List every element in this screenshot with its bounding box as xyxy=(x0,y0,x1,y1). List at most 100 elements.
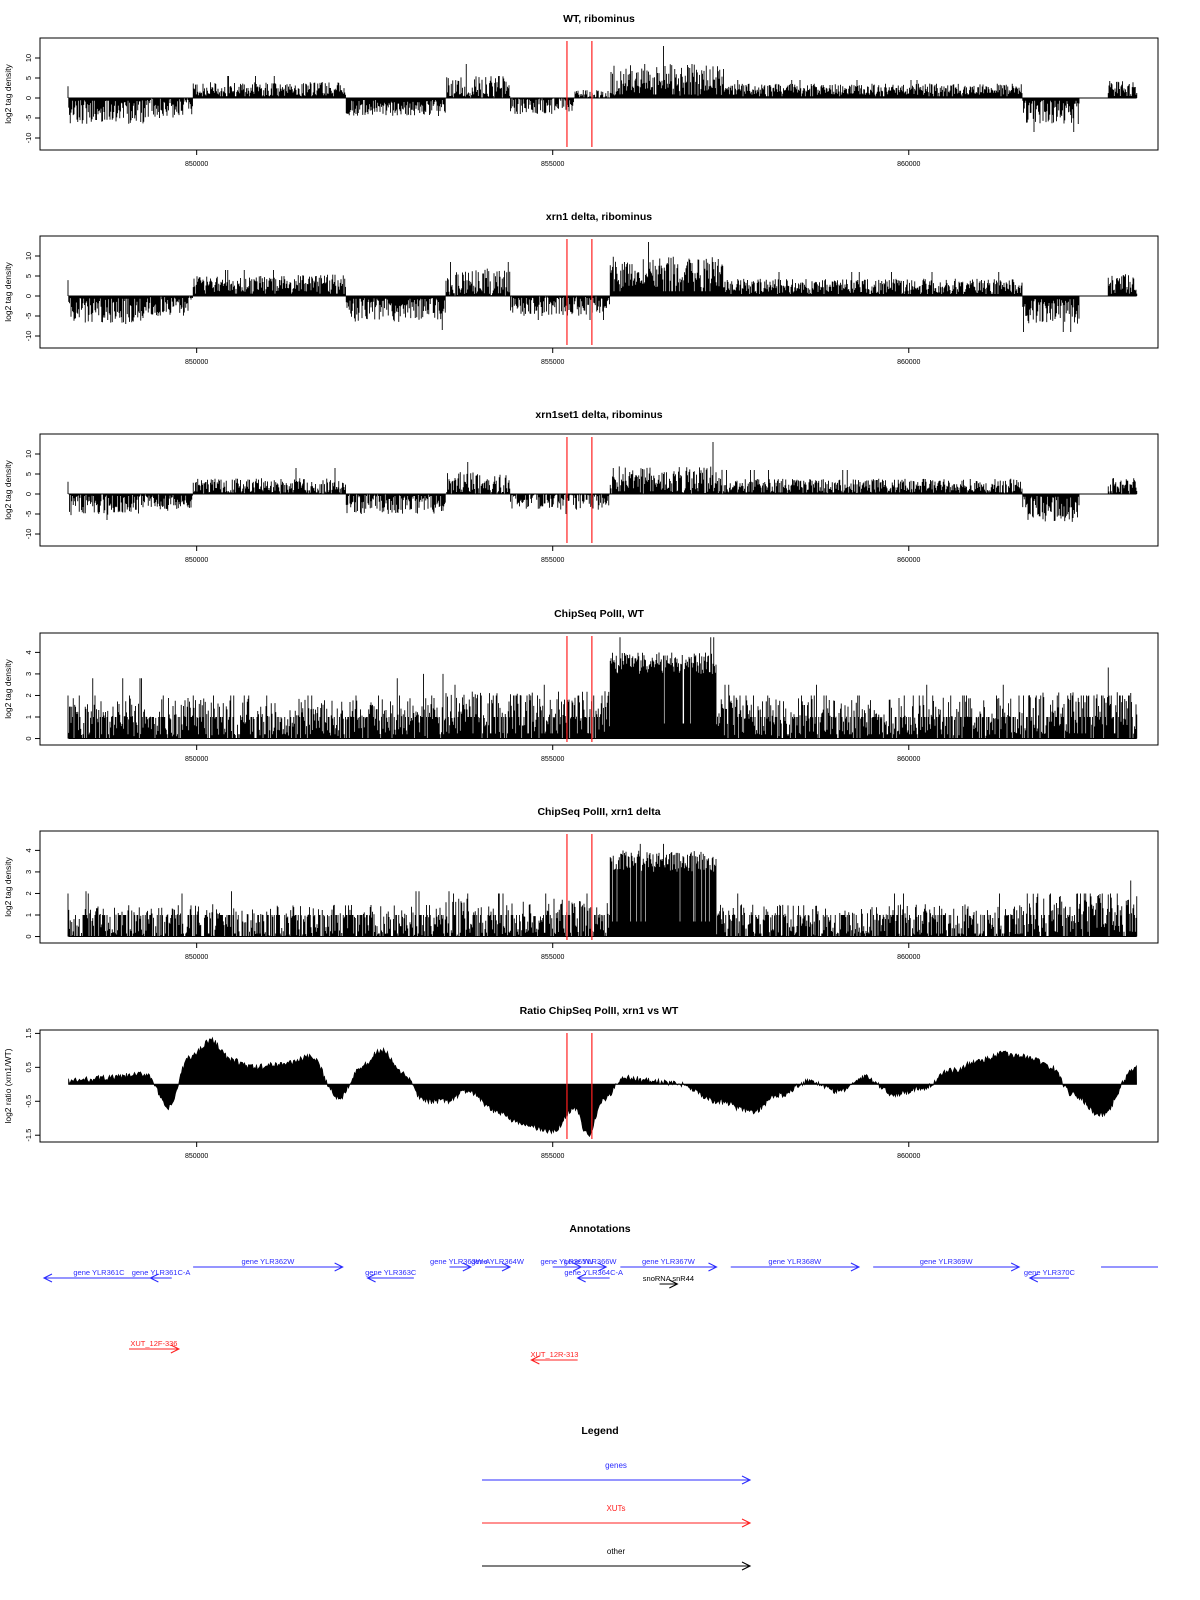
other-feature: snoRNA snR44 xyxy=(643,1274,694,1289)
y-tick-label: 0 xyxy=(24,492,33,496)
data-series xyxy=(67,637,1138,740)
y-tick-label: 4 xyxy=(24,650,33,654)
arrowhead-icon xyxy=(149,1273,159,1283)
arrowhead-icon xyxy=(366,1273,376,1283)
data-series xyxy=(67,242,1138,332)
feature-label: gene YLR362W xyxy=(241,1257,295,1266)
y-tick-label: -5 xyxy=(24,313,33,320)
gene-feature: gene YLR361C-A xyxy=(132,1268,191,1283)
y-tick-label: -5 xyxy=(24,511,33,518)
chart-title: WT, ribominus xyxy=(563,13,635,25)
gene-feature: gene YLR364C-A xyxy=(564,1268,623,1283)
data-series xyxy=(67,843,1138,938)
arrowhead-icon xyxy=(669,1279,679,1289)
y-tick-label: 3 xyxy=(24,870,33,874)
x-tick-label: 850000 xyxy=(185,557,208,564)
chart-title: ChipSeq PolII, WT xyxy=(554,608,644,620)
y-tick-label: 5 xyxy=(24,274,33,278)
y-axis-label: log2 tag density xyxy=(3,856,13,916)
legend: Legend genes XUTs other xyxy=(482,1425,752,1571)
feature-label: XUT_12F-336 xyxy=(130,1339,177,1348)
y-tick-label: 0 xyxy=(24,934,33,938)
data-series xyxy=(67,442,1138,522)
y-tick-label: 3 xyxy=(24,672,33,676)
arrowhead-icon xyxy=(597,1262,608,1272)
y-tick-label: 5 xyxy=(24,472,33,476)
feature-label: gene YLR369W xyxy=(920,1257,974,1266)
gene-feature: gene YLR362W xyxy=(193,1257,344,1272)
x-tick-label: 855000 xyxy=(541,557,564,564)
arrowhead-icon xyxy=(741,1561,752,1571)
gene-feature: gene YLR363C xyxy=(365,1268,417,1283)
feature-label: gene YLR364C-A xyxy=(564,1268,623,1277)
x-tick-label: 855000 xyxy=(541,954,564,961)
y-tick-label: -10 xyxy=(24,331,33,342)
arrowhead-icon xyxy=(741,1518,752,1528)
arrowhead-icon xyxy=(708,1262,718,1272)
y-tick-label: 0 xyxy=(24,96,33,100)
x-tick-label: 850000 xyxy=(185,954,208,961)
legend-label: genes xyxy=(605,1461,627,1470)
plot-frame xyxy=(39,632,1159,746)
feature-label: gene YLR370C xyxy=(1024,1268,1076,1277)
x-tick-label: 855000 xyxy=(541,756,564,763)
legend-label: XUTs xyxy=(606,1504,625,1513)
y-tick-label: 10 xyxy=(24,252,33,260)
annotations-title: Annotations xyxy=(569,1223,630,1235)
x-tick-label: 850000 xyxy=(185,161,208,168)
data-series xyxy=(68,1036,1137,1138)
x-tick-label: 860000 xyxy=(897,359,920,366)
feature-label: gene YLR366W xyxy=(564,1257,618,1266)
y-tick-label: 4 xyxy=(24,848,33,852)
gene-feature: gene YLR370C xyxy=(1024,1268,1076,1283)
chart-panel: Ratio ChipSeq PolII, xrn1 vs WT log2 rati… xyxy=(3,1005,1159,1160)
arrowhead-icon xyxy=(741,1475,752,1485)
feature-label: gene YLR365W xyxy=(541,1257,595,1266)
y-tick-label: 10 xyxy=(24,450,33,458)
plot-frame xyxy=(39,37,1159,151)
arrowhead-icon xyxy=(462,1262,473,1272)
arrowhead-icon xyxy=(170,1344,181,1354)
legend-title: Legend xyxy=(581,1425,618,1437)
y-tick-label: -0.5 xyxy=(24,1095,33,1108)
gene-feature: gene YLR367W xyxy=(620,1257,718,1272)
arrowhead-icon xyxy=(42,1273,53,1283)
y-tick-label: -1.5 xyxy=(24,1129,33,1142)
x-tick-label: 850000 xyxy=(185,1153,208,1160)
legend-label: other xyxy=(607,1547,626,1556)
data-bars xyxy=(67,242,1138,332)
y-axis-label: log2 tag density xyxy=(3,63,13,123)
xut-feature: XUT_12F-336 xyxy=(129,1339,181,1354)
feature-label: gene YLR363W-A xyxy=(430,1257,490,1266)
gene-feature: gene YLR361C xyxy=(42,1268,154,1283)
feature-label: gene YLR368W xyxy=(768,1257,822,1266)
y-axis-label: log2 tag density xyxy=(3,658,13,718)
arrowhead-icon xyxy=(530,1355,540,1365)
chart-panel: WT, ribominus log2 tag density -10 -5 0 5 10 85… xyxy=(3,13,1159,168)
x-tick-label: 850000 xyxy=(185,359,208,366)
plot-frame xyxy=(39,235,1159,349)
x-tick-label: 855000 xyxy=(541,161,564,168)
y-tick-label: 0.5 xyxy=(24,1062,33,1072)
chart-title: xrn1 delta, ribominus xyxy=(546,211,652,223)
feature-label: gene YLR361C xyxy=(73,1268,125,1277)
feature-label: gene YLR361C-A xyxy=(132,1268,191,1277)
x-tick-label: 860000 xyxy=(897,1153,920,1160)
arrowhead-icon xyxy=(850,1262,861,1272)
data-series xyxy=(67,46,1138,132)
feature-label: gene YLR367W xyxy=(642,1257,696,1266)
x-tick-label: 860000 xyxy=(897,557,920,564)
y-axis-label: log2 tag density xyxy=(3,261,13,321)
x-tick-label: 860000 xyxy=(897,954,920,961)
y-tick-label: -5 xyxy=(24,115,33,122)
y-tick-label: -10 xyxy=(24,529,33,540)
gene-feature: gene YLR363W-A xyxy=(430,1257,490,1272)
y-axis-label: log2 ratio (xrn1/WT) xyxy=(3,1048,13,1123)
plot-frame xyxy=(39,830,1159,944)
x-tick-label: 855000 xyxy=(541,359,564,366)
plot-frame xyxy=(39,1029,1159,1143)
arrowhead-icon xyxy=(334,1262,344,1272)
y-tick-label: 1.5 xyxy=(24,1028,33,1038)
gene-feature: gene YLR369W xyxy=(873,1257,1021,1272)
arrowhead-icon xyxy=(501,1262,512,1272)
